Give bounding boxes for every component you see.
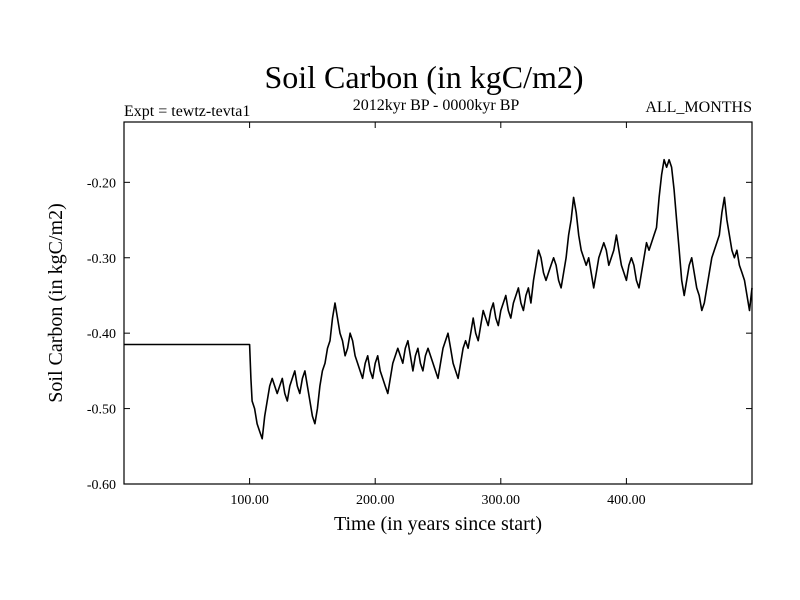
y-tick-label: -0.20 — [87, 176, 116, 191]
x-axis-ticks: 100.00 200.00 300.00 400.00 — [230, 122, 646, 508]
experiment-annotation: Expt = tewtz-tevta1 — [124, 103, 250, 120]
x-tick-label: 100.00 — [230, 493, 269, 508]
y-tick-label: -0.40 — [87, 327, 116, 342]
chart-title: Soil Carbon (in kgC/m2) — [264, 59, 583, 95]
months-annotation: ALL_MONTHS — [645, 99, 752, 116]
y-axis-ticks: -0.60 -0.50 -0.40 -0.30 -0.20 — [87, 176, 752, 493]
x-tick-label: 200.00 — [356, 493, 395, 508]
y-axis-label: Soil Carbon (in kgC/m2) — [45, 203, 67, 402]
x-tick-label: 400.00 — [607, 493, 646, 508]
series-line-soil-carbon — [124, 158, 753, 440]
chart-subtitle: 2012kyr BP - 0000kyr BP — [353, 97, 520, 114]
plot-area — [123, 121, 753, 485]
y-tick-label: -0.50 — [87, 403, 116, 418]
plot-frame — [123, 121, 753, 485]
y-tick-label: -0.60 — [87, 478, 116, 493]
y-tick-label: -0.30 — [87, 252, 116, 267]
x-axis-label: Time (in years since start) — [334, 513, 542, 535]
x-tick-label: 300.00 — [482, 493, 521, 508]
